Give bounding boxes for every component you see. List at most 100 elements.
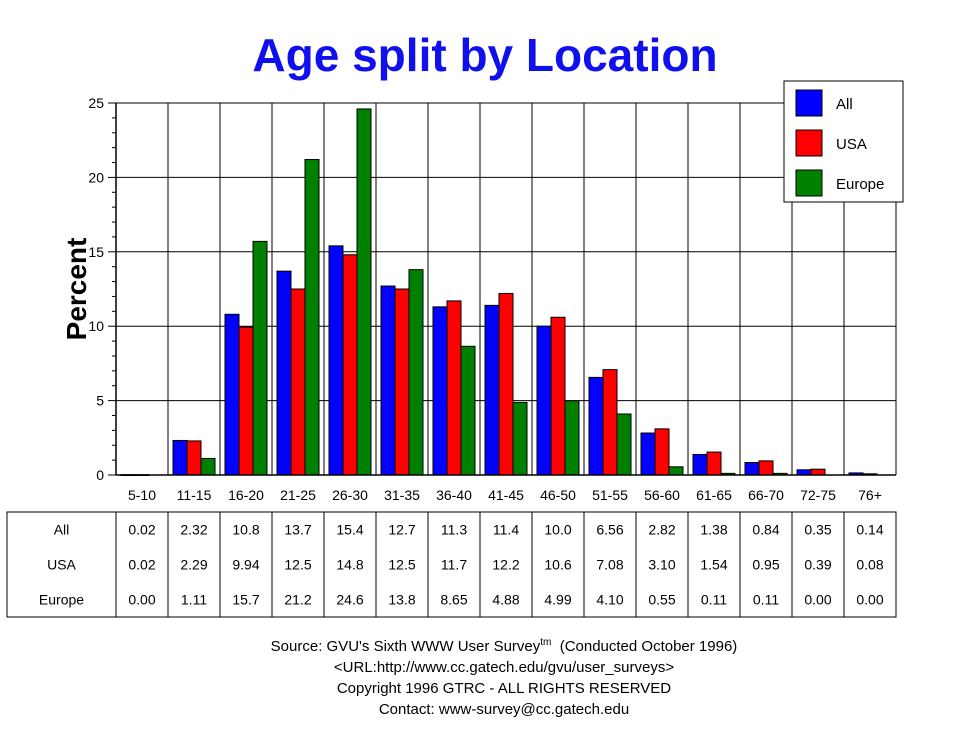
data-table-cell: 12.7 [388, 522, 415, 538]
y-axis-label: Percent [61, 238, 92, 341]
x-tick-label: 61-65 [696, 487, 732, 503]
bar-all-66-70 [744, 462, 760, 476]
data-table-cell: 4.10 [596, 592, 623, 608]
data-table-cell: 0.00 [856, 592, 883, 608]
bar-all-72-75 [796, 469, 812, 476]
data-table-cell: 24.6 [336, 592, 363, 608]
x-tick-label: 72-75 [800, 487, 836, 503]
data-table-cell: 11.4 [493, 522, 519, 538]
bar-all-46-50 [536, 325, 552, 476]
x-tick-label: 66-70 [748, 487, 784, 503]
data-table-row-header: Europe [39, 592, 84, 608]
bar-usa-56-60 [654, 428, 670, 476]
y-tick-label: 20 [88, 169, 104, 185]
bar-europe-56-60 [668, 466, 684, 476]
bar-usa-21-25 [290, 288, 306, 476]
bar-usa-36-40 [446, 300, 462, 476]
bar-europe-51-55 [616, 413, 632, 476]
x-tick-label: 16-20 [228, 487, 264, 503]
bar-all-61-65 [692, 453, 708, 476]
data-table-cell: 2.32 [180, 522, 207, 538]
data-table-cell: 6.56 [596, 522, 623, 538]
y-tick-label: 10 [88, 318, 104, 334]
bar-usa-26-30 [342, 254, 358, 476]
bar-all-51-55 [588, 376, 604, 476]
bar-europe-11-15 [200, 457, 216, 476]
contact-line: Contact: www-survey@cc.gatech.edu [378, 701, 630, 718]
bar-usa-61-65 [706, 451, 722, 476]
bar-usa-66-70 [758, 460, 774, 476]
data-table-cell: 0.84 [752, 522, 779, 538]
x-tick-label: 76+ [858, 487, 882, 503]
data-table-cell: 13.8 [388, 592, 415, 608]
x-tick-label: 21-25 [280, 487, 316, 503]
data-table-cell: 15.7 [232, 592, 259, 608]
bar-europe-26-30 [356, 108, 372, 476]
x-tick-label: 41-45 [488, 487, 524, 503]
data-table-row-header: USA [47, 557, 76, 573]
x-tick-label: 56-60 [644, 487, 680, 503]
data-table-cell: 0.00 [128, 592, 155, 608]
bar-europe-36-40 [460, 345, 476, 476]
bar-usa-31-35 [394, 288, 410, 476]
chart-title: Age split by Location [252, 29, 718, 81]
bar-usa-72-75 [810, 468, 826, 476]
bar-europe-41-45 [512, 401, 528, 476]
trademark-sup: tm [540, 637, 552, 648]
bar-all-16-20 [224, 313, 240, 476]
x-tick-label: 26-30 [332, 487, 368, 503]
x-tick-label: 36-40 [436, 487, 472, 503]
bar-usa-51-55 [602, 369, 618, 476]
bar-all-56-60 [640, 432, 656, 476]
bar-usa-46-50 [550, 316, 566, 476]
data-table-cell: 0.35 [804, 522, 831, 538]
data-table-cell: 0.55 [648, 592, 675, 608]
bar-europe-31-35 [408, 269, 424, 476]
data-table-cell: 0.14 [856, 522, 883, 538]
source-line: Source: GVU's Sixth WWW User Surveytm (C… [0, 632, 970, 657]
chart-footer: Source: GVU's Sixth WWW User Surveytm (C… [0, 632, 970, 720]
copyright-line: Copyright 1996 GTRC - ALL RIGHTS RESERVE… [336, 680, 672, 697]
y-tick-label: 0 [96, 467, 104, 483]
data-table-cell: 8.65 [440, 592, 467, 608]
data-table-cell: 1.54 [700, 557, 727, 573]
age-split-bar-chart: 0 5 10 15 20 25 Percent 5-10 11-15 16-20 21-25 26-3… [6, 80, 904, 618]
data-table-cell: 3.10 [648, 557, 675, 573]
data-table-cell: 0.11 [701, 592, 727, 608]
data-table-cell: 4.99 [544, 592, 571, 608]
bar-europe-21-25 [304, 159, 320, 476]
data-table-cell: 4.88 [492, 592, 519, 608]
data-table-cell: 0.08 [856, 557, 883, 573]
survey-date-text: (Conducted October 1996) [551, 638, 738, 655]
bar-usa-41-45 [498, 292, 514, 476]
bar-all-21-25 [276, 270, 292, 476]
source-text: Source: GVU's Sixth WWW User Survey [270, 638, 541, 655]
bar-all-41-45 [484, 304, 500, 476]
data-table-cell: 15.4 [336, 522, 363, 538]
data-table-cell: 9.94 [232, 557, 259, 573]
bar-europe-16-20 [252, 240, 268, 476]
x-tick-label: 31-35 [384, 487, 420, 503]
bar-all-36-40 [432, 306, 448, 476]
data-table-cell: 12.2 [492, 557, 519, 573]
data-table-cell: 10.0 [544, 522, 571, 538]
legend-swatch-all [795, 89, 823, 117]
y-tick-label: 15 [88, 244, 104, 260]
data-table-row-header: All [54, 522, 70, 538]
data-table-cell: 10.8 [232, 522, 259, 538]
data-table-cell: 0.39 [804, 557, 831, 573]
data-table-cell: 1.11 [181, 592, 207, 608]
legend-label-all: All [836, 96, 853, 113]
bar-usa-11-15 [186, 440, 202, 476]
bar-usa-16-20 [238, 326, 254, 476]
data-table-cell: 21.2 [284, 592, 311, 608]
x-tick-label: 11-15 [177, 487, 212, 503]
data-table-cell: 10.6 [544, 557, 571, 573]
data-table-cell: 0.00 [804, 592, 831, 608]
data-table-cell: 7.08 [596, 557, 623, 573]
x-tick-label: 46-50 [540, 487, 576, 503]
bar-europe-46-50 [564, 400, 580, 476]
data-table-cell: 13.7 [284, 522, 311, 538]
data-table-cell: 0.95 [752, 557, 779, 573]
data-table-cell: 14.8 [336, 557, 363, 573]
